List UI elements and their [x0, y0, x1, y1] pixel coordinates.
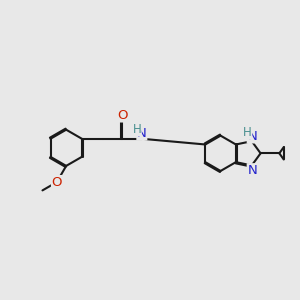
Text: N: N: [247, 164, 257, 177]
Text: H: H: [243, 126, 252, 139]
Text: N: N: [247, 130, 257, 143]
Text: O: O: [52, 176, 62, 189]
Text: N: N: [137, 127, 147, 140]
Text: O: O: [117, 109, 128, 122]
Text: H: H: [132, 123, 141, 136]
